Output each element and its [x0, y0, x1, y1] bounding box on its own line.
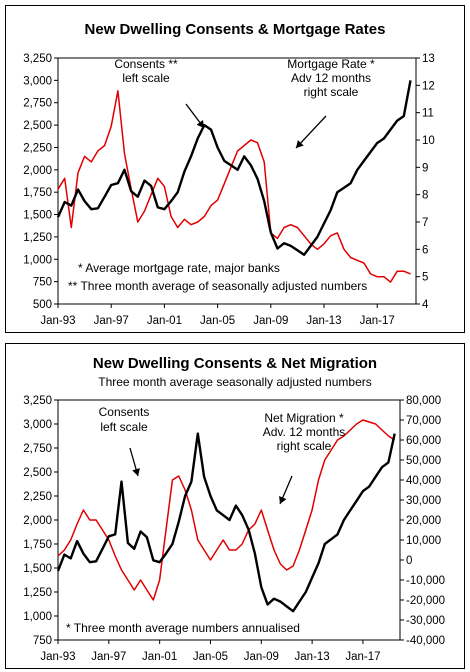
x-tick-label: Jan-97: [91, 651, 126, 663]
footnote: ** Three month average of seasonally adj…: [68, 279, 367, 293]
chart-title: New Dwelling Consents & Mortgage Rates: [85, 21, 386, 38]
left-tick-label: 2,250: [23, 491, 52, 503]
left-tick-label: 3,250: [23, 53, 52, 65]
annotation-label: Consents **: [114, 57, 178, 71]
footnote: * Average mortgage rate, major banks: [78, 261, 280, 275]
left-tick-label: 750: [33, 277, 52, 289]
x-tick-label: Jan-17: [345, 651, 380, 663]
left-tick-label: 3,000: [23, 75, 52, 87]
left-tick-label: 2,500: [23, 120, 52, 132]
right-tick-label: 10,000: [406, 535, 441, 547]
left-tick-label: 2,750: [23, 98, 52, 110]
left-tick-label: 2,500: [23, 467, 52, 479]
plot-frame: [57, 57, 417, 305]
consents-series-line: [56, 432, 396, 613]
left-tick-label: 500: [33, 299, 52, 311]
mortgage-rate-series-line: [57, 90, 411, 283]
right-tick-label: 4: [422, 299, 429, 311]
right-tick-label: 10: [422, 135, 435, 147]
consents-series-line: [56, 80, 412, 257]
annotation-label: Mortgage Rate *: [287, 57, 375, 71]
right-tick-label: 50,000: [406, 455, 441, 467]
right-tick-label: 13: [422, 53, 435, 65]
annotation-arrowhead: [296, 140, 304, 148]
annotation-arrowhead: [196, 120, 204, 128]
x-tick-label: Jan-01: [142, 651, 177, 663]
consents-mortgage-panel: New Dwelling Consents & Mortgage Rates 50…: [5, 5, 465, 333]
right-tick-label: -10,000: [406, 575, 445, 587]
left-tick-label: 1,500: [23, 563, 52, 575]
left-tick-label: 2,250: [23, 142, 52, 154]
x-tick-label: Jan-05: [200, 315, 235, 327]
right-tick-label: 6: [422, 244, 428, 256]
left-tick-label: 1,750: [23, 187, 52, 199]
annotation-arrowhead: [132, 468, 140, 476]
chart-title: New Dwelling Consents & Net Migration: [93, 355, 377, 372]
right-tick-label: 40,000: [406, 475, 441, 487]
right-tick-label: -40,000: [406, 635, 445, 647]
left-tick-label: 750: [33, 635, 52, 647]
x-tick-label: Jan-93: [40, 651, 75, 663]
left-tick-label: 3,250: [23, 395, 52, 407]
left-tick-label: 2,000: [23, 165, 52, 177]
annotation-arrow: [295, 115, 327, 149]
left-tick-label: 1,250: [23, 587, 52, 599]
left-tick-label: 2,000: [23, 515, 52, 527]
right-tick-label: 12: [422, 80, 435, 92]
right-tick-label: 7: [422, 217, 428, 229]
right-tick-label: 5: [422, 272, 428, 284]
annotation-label: Adv 12 months: [291, 71, 371, 85]
consents-migration-panel: New Dwelling Consents & Net Migration Thr…: [5, 343, 465, 669]
left-tick-label: 2,750: [23, 443, 52, 455]
annotation-label: Net Migration *: [264, 411, 344, 425]
right-tick-label: 8: [422, 190, 428, 202]
x-tick-label: Jan-09: [253, 315, 288, 327]
footnote: * Three month average numbers annualised: [66, 621, 300, 635]
annotation-label: Adv. 12 months: [263, 425, 346, 439]
right-tick-label: -20,000: [406, 595, 445, 607]
x-tick-label: Jan-17: [360, 315, 395, 327]
x-tick-label: Jan-09: [244, 651, 279, 663]
x-tick-label: Jan-13: [295, 651, 330, 663]
right-tick-label: 80,000: [406, 395, 441, 407]
right-tick-label: 9: [422, 162, 428, 174]
net-migration-series-line: [57, 419, 396, 601]
right-tick-label: 11: [422, 108, 434, 120]
annotation-label: left scale: [100, 420, 148, 434]
right-tick-label: 0: [406, 555, 412, 567]
annotation-arrowhead: [279, 495, 287, 504]
x-tick-label: Jan-93: [40, 315, 75, 327]
right-tick-label: -30,000: [406, 615, 445, 627]
right-tick-label: 70,000: [406, 415, 441, 427]
x-tick-label: Jan-13: [306, 315, 341, 327]
left-tick-label: 1,250: [23, 232, 52, 244]
x-tick-label: Jan-01: [147, 315, 182, 327]
left-tick-label: 1,750: [23, 539, 52, 551]
consents-migration-chart: New Dwelling Consents & Net Migration Thr…: [23, 355, 445, 663]
left-tick-label: 1,000: [23, 611, 52, 623]
annotation-label: Consents: [99, 405, 150, 419]
annotation-label: right scale: [304, 85, 359, 99]
x-tick-label: Jan-97: [94, 315, 129, 327]
annotation-label: right scale: [277, 439, 332, 453]
left-tick-label: 1,500: [23, 210, 52, 222]
annotation-label: left scale: [122, 71, 170, 85]
x-tick-label: Jan-05: [193, 651, 228, 663]
left-tick-label: 3,000: [23, 419, 52, 431]
right-tick-label: 20,000: [406, 515, 441, 527]
consents-mortgage-chart: New Dwelling Consents & Mortgage Rates 50…: [23, 21, 435, 327]
left-tick-label: 1,000: [23, 254, 52, 266]
right-tick-label: 30,000: [406, 495, 441, 507]
chart-subtitle: Three month average seasonally adjusted …: [98, 375, 372, 389]
right-tick-label: 60,000: [406, 435, 441, 447]
